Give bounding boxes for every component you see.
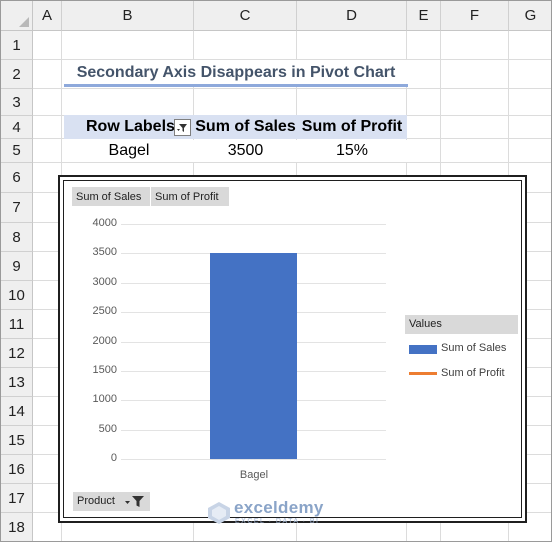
row-header-6[interactable]: 6	[1, 163, 33, 193]
field-button-sum-of-sales[interactable]: Sum of Sales	[72, 187, 151, 206]
y-gridline-0	[121, 459, 386, 460]
bar-bagel[interactable]	[210, 253, 297, 459]
y-tick-label: 2000	[92, 335, 117, 347]
column-header-f[interactable]: F	[441, 1, 509, 31]
row-header-1[interactable]: 1	[1, 31, 33, 60]
column-header-d[interactable]: D	[297, 1, 407, 31]
pivot-value-profit[interactable]: 15%	[297, 140, 407, 162]
row-labels-filter-button[interactable]	[174, 119, 191, 136]
legend-swatch-profit	[409, 372, 437, 375]
legend-label-sales[interactable]: Sum of Sales	[441, 342, 507, 354]
field-button-sum-of-profit[interactable]: Sum of Profit	[151, 187, 230, 206]
legend-label-profit[interactable]: Sum of Profit	[441, 367, 505, 379]
y-gridline-8	[121, 224, 386, 225]
row-header-9[interactable]: 9	[1, 252, 33, 281]
y-tick-label: 1500	[92, 364, 117, 376]
exceldemy-watermark: exceldemy EXCEL · DATA · BI	[206, 498, 366, 528]
column-header-c[interactable]: C	[194, 1, 297, 31]
column-header-g[interactable]: G	[509, 1, 551, 31]
row-header-4[interactable]: 4	[1, 116, 33, 139]
column-header-e[interactable]: E	[407, 1, 441, 31]
pivot-chart[interactable]: Sum of Sales Sum of Profit 0 500 1000 1500 2…	[58, 175, 527, 523]
axis-field-button-product[interactable]: Product	[73, 492, 150, 511]
column-header-b[interactable]: B	[62, 1, 194, 31]
row-header-13[interactable]: 13	[1, 368, 33, 397]
column-header-a[interactable]: A	[33, 1, 62, 31]
legend-title[interactable]: Values	[405, 315, 518, 334]
row-header-15[interactable]: 15	[1, 426, 33, 455]
filter-icon	[177, 124, 187, 132]
y-tick-label: 3500	[92, 246, 117, 258]
y-tick-label: 0	[110, 452, 117, 464]
gridline-row-5	[33, 162, 551, 163]
pivot-header-sum-of-profit[interactable]: Sum of Profit	[297, 115, 407, 139]
legend-swatch-sales	[409, 345, 437, 354]
row-header-17[interactable]: 17	[1, 484, 33, 513]
y-tick-label: 4000	[92, 217, 117, 229]
pivot-row-label-bagel[interactable]: Bagel	[64, 140, 194, 162]
pivot-header-row-labels[interactable]: Row Labels	[64, 115, 194, 139]
y-tick-label: 1000	[92, 393, 117, 405]
row-header-8[interactable]: 8	[1, 223, 33, 252]
row-header-3[interactable]: 3	[1, 89, 33, 116]
row-header-18[interactable]: 18	[1, 513, 33, 541]
watermark-tagline: EXCEL · DATA · BI	[235, 518, 320, 525]
row-header-14[interactable]: 14	[1, 397, 33, 426]
product-button-label: Product	[77, 495, 115, 507]
filter-dropdown-icon	[125, 496, 144, 507]
select-all-corner[interactable]	[1, 1, 33, 31]
y-tick-label: 3000	[92, 276, 117, 288]
y-tick-label: 500	[98, 423, 117, 435]
row-header-7[interactable]: 7	[1, 193, 33, 223]
row-header-2[interactable]: 2	[1, 60, 33, 89]
chart-area[interactable]: Sum of Sales Sum of Profit 0 500 1000 1500 2…	[63, 180, 522, 518]
row-header-12[interactable]: 12	[1, 339, 33, 368]
gridline-row-1	[33, 59, 551, 60]
row-header-5[interactable]: 5	[1, 139, 33, 163]
pivot-value-sales[interactable]: 3500	[194, 140, 297, 162]
x-tick-label: Bagel	[239, 469, 269, 481]
pivot-header-sum-of-sales[interactable]: Sum of Sales	[194, 115, 297, 139]
row-header-11[interactable]: 11	[1, 310, 33, 339]
row-header-16[interactable]: 16	[1, 455, 33, 484]
y-tick-label: 2500	[92, 305, 117, 317]
gridline-row-2	[33, 88, 551, 89]
sheet-title[interactable]: Secondary Axis Disappears in Pivot Chart	[64, 60, 408, 87]
select-all-triangle-icon	[19, 17, 29, 27]
row-header-10[interactable]: 10	[1, 281, 33, 310]
exceldemy-logo-icon	[208, 502, 230, 524]
watermark-name: exceldemy	[234, 498, 324, 517]
